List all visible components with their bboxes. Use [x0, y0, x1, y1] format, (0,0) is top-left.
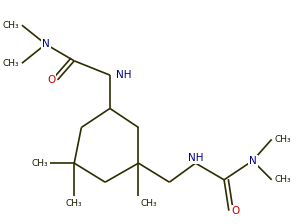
Text: CH₃: CH₃	[31, 159, 48, 168]
Text: CH₃: CH₃	[3, 59, 20, 68]
Text: CH₃: CH₃	[274, 135, 291, 144]
Text: N: N	[42, 39, 50, 49]
Text: CH₃: CH₃	[141, 199, 157, 208]
Text: NH: NH	[116, 70, 131, 80]
Text: O: O	[47, 75, 55, 85]
Text: CH₃: CH₃	[66, 199, 82, 208]
Text: N: N	[249, 156, 256, 166]
Text: O: O	[231, 206, 239, 216]
Text: CH₃: CH₃	[3, 21, 20, 30]
Text: NH: NH	[188, 153, 203, 163]
Text: CH₃: CH₃	[274, 175, 291, 184]
